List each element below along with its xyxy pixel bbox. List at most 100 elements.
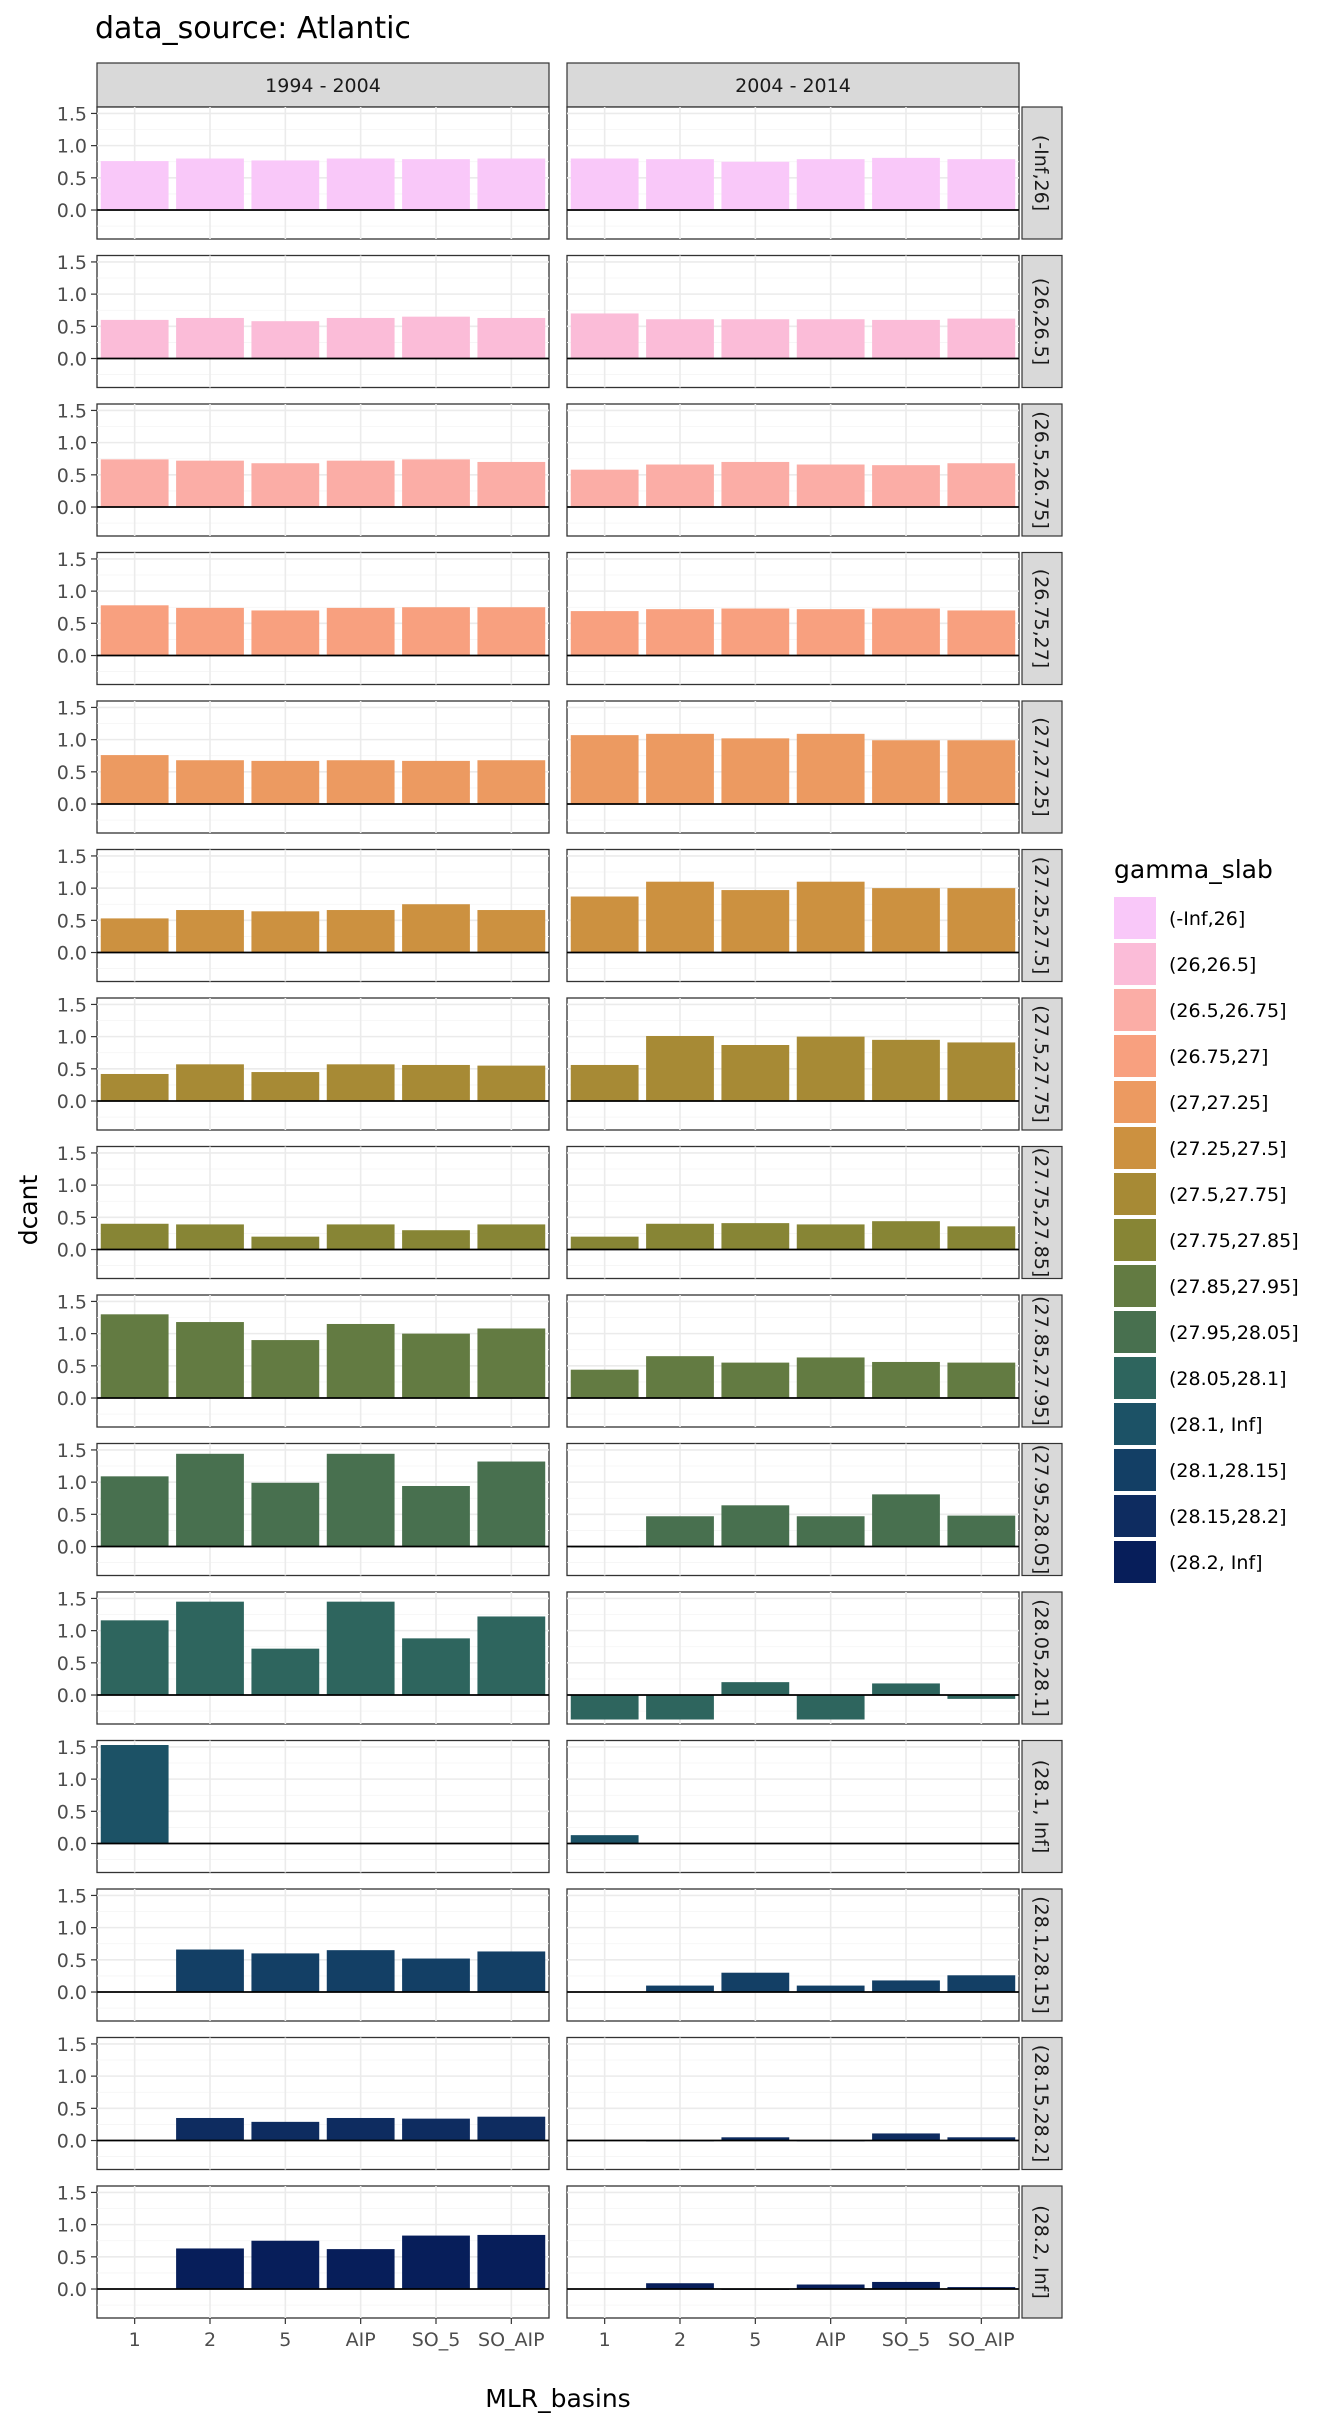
bar bbox=[796, 1036, 865, 1102]
row-strip: (28.15,28.2] bbox=[1021, 2036, 1063, 2171]
y-tick-label: 0.5 bbox=[57, 1950, 87, 1972]
row-strip-label: (28.15,28.2] bbox=[1030, 2045, 1052, 2163]
y-tick-label: 1.5 bbox=[57, 2034, 87, 2056]
y-tick-label: 1.0 bbox=[57, 433, 87, 455]
panel-background bbox=[566, 106, 1020, 240]
panel-background bbox=[566, 551, 1020, 686]
bar bbox=[176, 1601, 244, 1696]
bar bbox=[872, 1494, 940, 1547]
facet-panel: 0.0 0.5 1.0 1.5 bbox=[57, 1291, 550, 1428]
bar bbox=[646, 2283, 714, 2290]
legend-label: (27,27.25] bbox=[1169, 1092, 1268, 1114]
bar bbox=[947, 1975, 1016, 1993]
bar bbox=[176, 1224, 244, 1250]
bar bbox=[100, 1223, 169, 1250]
facet-panel bbox=[566, 1145, 1020, 1280]
legend-key bbox=[1114, 1173, 1156, 1215]
bar bbox=[721, 738, 790, 805]
legend-entry: (28.2, Inf] bbox=[1114, 1541, 1263, 1583]
y-tick-label: 0.0 bbox=[57, 1685, 87, 1707]
legend-key bbox=[1114, 1357, 1156, 1399]
facet-panel bbox=[566, 2185, 1020, 2319]
y-tick-label: 0.0 bbox=[57, 497, 87, 519]
bar bbox=[570, 896, 639, 953]
legend-key bbox=[1114, 1495, 1156, 1537]
facet-panel bbox=[566, 1294, 1020, 1428]
bar bbox=[872, 1361, 940, 1399]
bar bbox=[646, 733, 714, 805]
bar bbox=[402, 316, 470, 359]
facet-panel bbox=[566, 700, 1020, 834]
bar bbox=[947, 1226, 1016, 1250]
facet-panel: 0.0 0.5 1.0 1.5 bbox=[57, 103, 550, 240]
y-tick-label: 1.5 bbox=[57, 2182, 87, 2204]
bar bbox=[326, 2117, 395, 2141]
row-strip-label: (27.25,27.5] bbox=[1030, 857, 1052, 975]
legend-key bbox=[1114, 1035, 1156, 1077]
bar bbox=[646, 1356, 714, 1399]
legend-entry: (28.15,28.2] bbox=[1114, 1495, 1287, 1537]
legend-key bbox=[1114, 1449, 1156, 1491]
bar bbox=[326, 607, 395, 656]
y-tick-label: 1.5 bbox=[57, 549, 87, 571]
bar bbox=[176, 2117, 244, 2141]
legend-entry: (27.5,27.75] bbox=[1114, 1173, 1287, 1215]
y-tick-label: 1.5 bbox=[57, 103, 87, 125]
bar bbox=[646, 1985, 714, 1993]
y-tick-label: 0.5 bbox=[57, 1356, 87, 1378]
bar bbox=[477, 1065, 546, 1102]
bar bbox=[570, 1835, 639, 1844]
legend-key bbox=[1114, 1311, 1156, 1353]
bar bbox=[100, 1476, 169, 1547]
y-tick-label: 0.0 bbox=[57, 646, 87, 668]
facet-panel: 0.0 0.5 1.0 1.5 bbox=[57, 1440, 550, 1577]
y-tick-label: 0.0 bbox=[57, 1388, 87, 1410]
bar bbox=[251, 2240, 320, 2290]
bar bbox=[176, 1453, 244, 1547]
bar bbox=[326, 910, 395, 953]
bar bbox=[570, 1369, 639, 1399]
bar bbox=[721, 1223, 790, 1250]
x-tick-label: AIP bbox=[816, 2329, 846, 2351]
y-tick-label: 0.5 bbox=[57, 2247, 87, 2269]
bar bbox=[326, 158, 395, 211]
bar bbox=[477, 760, 546, 805]
y-tick-label: 0.0 bbox=[57, 2279, 87, 2301]
panel-background bbox=[566, 1739, 1020, 1874]
bar bbox=[646, 464, 714, 508]
legend-label: (27.85,27.95] bbox=[1169, 1276, 1299, 1298]
bar bbox=[721, 2137, 790, 2141]
row-strip-bg bbox=[1021, 700, 1063, 834]
bar bbox=[176, 2248, 244, 2290]
legend-label: (26.75,27] bbox=[1169, 1046, 1268, 1068]
panel-background bbox=[96, 997, 550, 1131]
bar bbox=[570, 1695, 639, 1720]
panel-background bbox=[566, 2185, 1020, 2319]
y-tick-label: 1.5 bbox=[57, 400, 87, 422]
x-axis: 1 2 5 AIP SO_5 SO_AIP bbox=[599, 2318, 1015, 2351]
bar bbox=[796, 159, 865, 211]
bar bbox=[796, 881, 865, 953]
bar bbox=[326, 460, 395, 508]
bar bbox=[646, 881, 714, 953]
y-tick-label: 0.0 bbox=[57, 1091, 87, 1113]
bar bbox=[100, 605, 169, 656]
y-tick-label: 1.5 bbox=[57, 1143, 87, 1165]
bar bbox=[872, 319, 940, 359]
bar bbox=[477, 1461, 546, 1547]
bar bbox=[570, 735, 639, 805]
row-strip: (28.1,28.15] bbox=[1021, 1888, 1063, 2022]
bar bbox=[176, 910, 244, 953]
column-strip-bg bbox=[96, 62, 550, 108]
bar bbox=[326, 1453, 395, 1547]
facet-panel bbox=[566, 106, 1020, 240]
facet-panel bbox=[566, 2036, 1020, 2171]
panel-background bbox=[566, 1145, 1020, 1280]
facet-panel: 0.0 0.5 1.0 1.5 bbox=[57, 2034, 550, 2171]
y-tick-label: 1.5 bbox=[57, 697, 87, 719]
bar bbox=[402, 607, 470, 656]
y-tick-label: 1.0 bbox=[57, 581, 87, 603]
bar bbox=[326, 1601, 395, 1696]
y-tick-label: 0.0 bbox=[57, 1537, 87, 1559]
bar bbox=[646, 319, 714, 359]
